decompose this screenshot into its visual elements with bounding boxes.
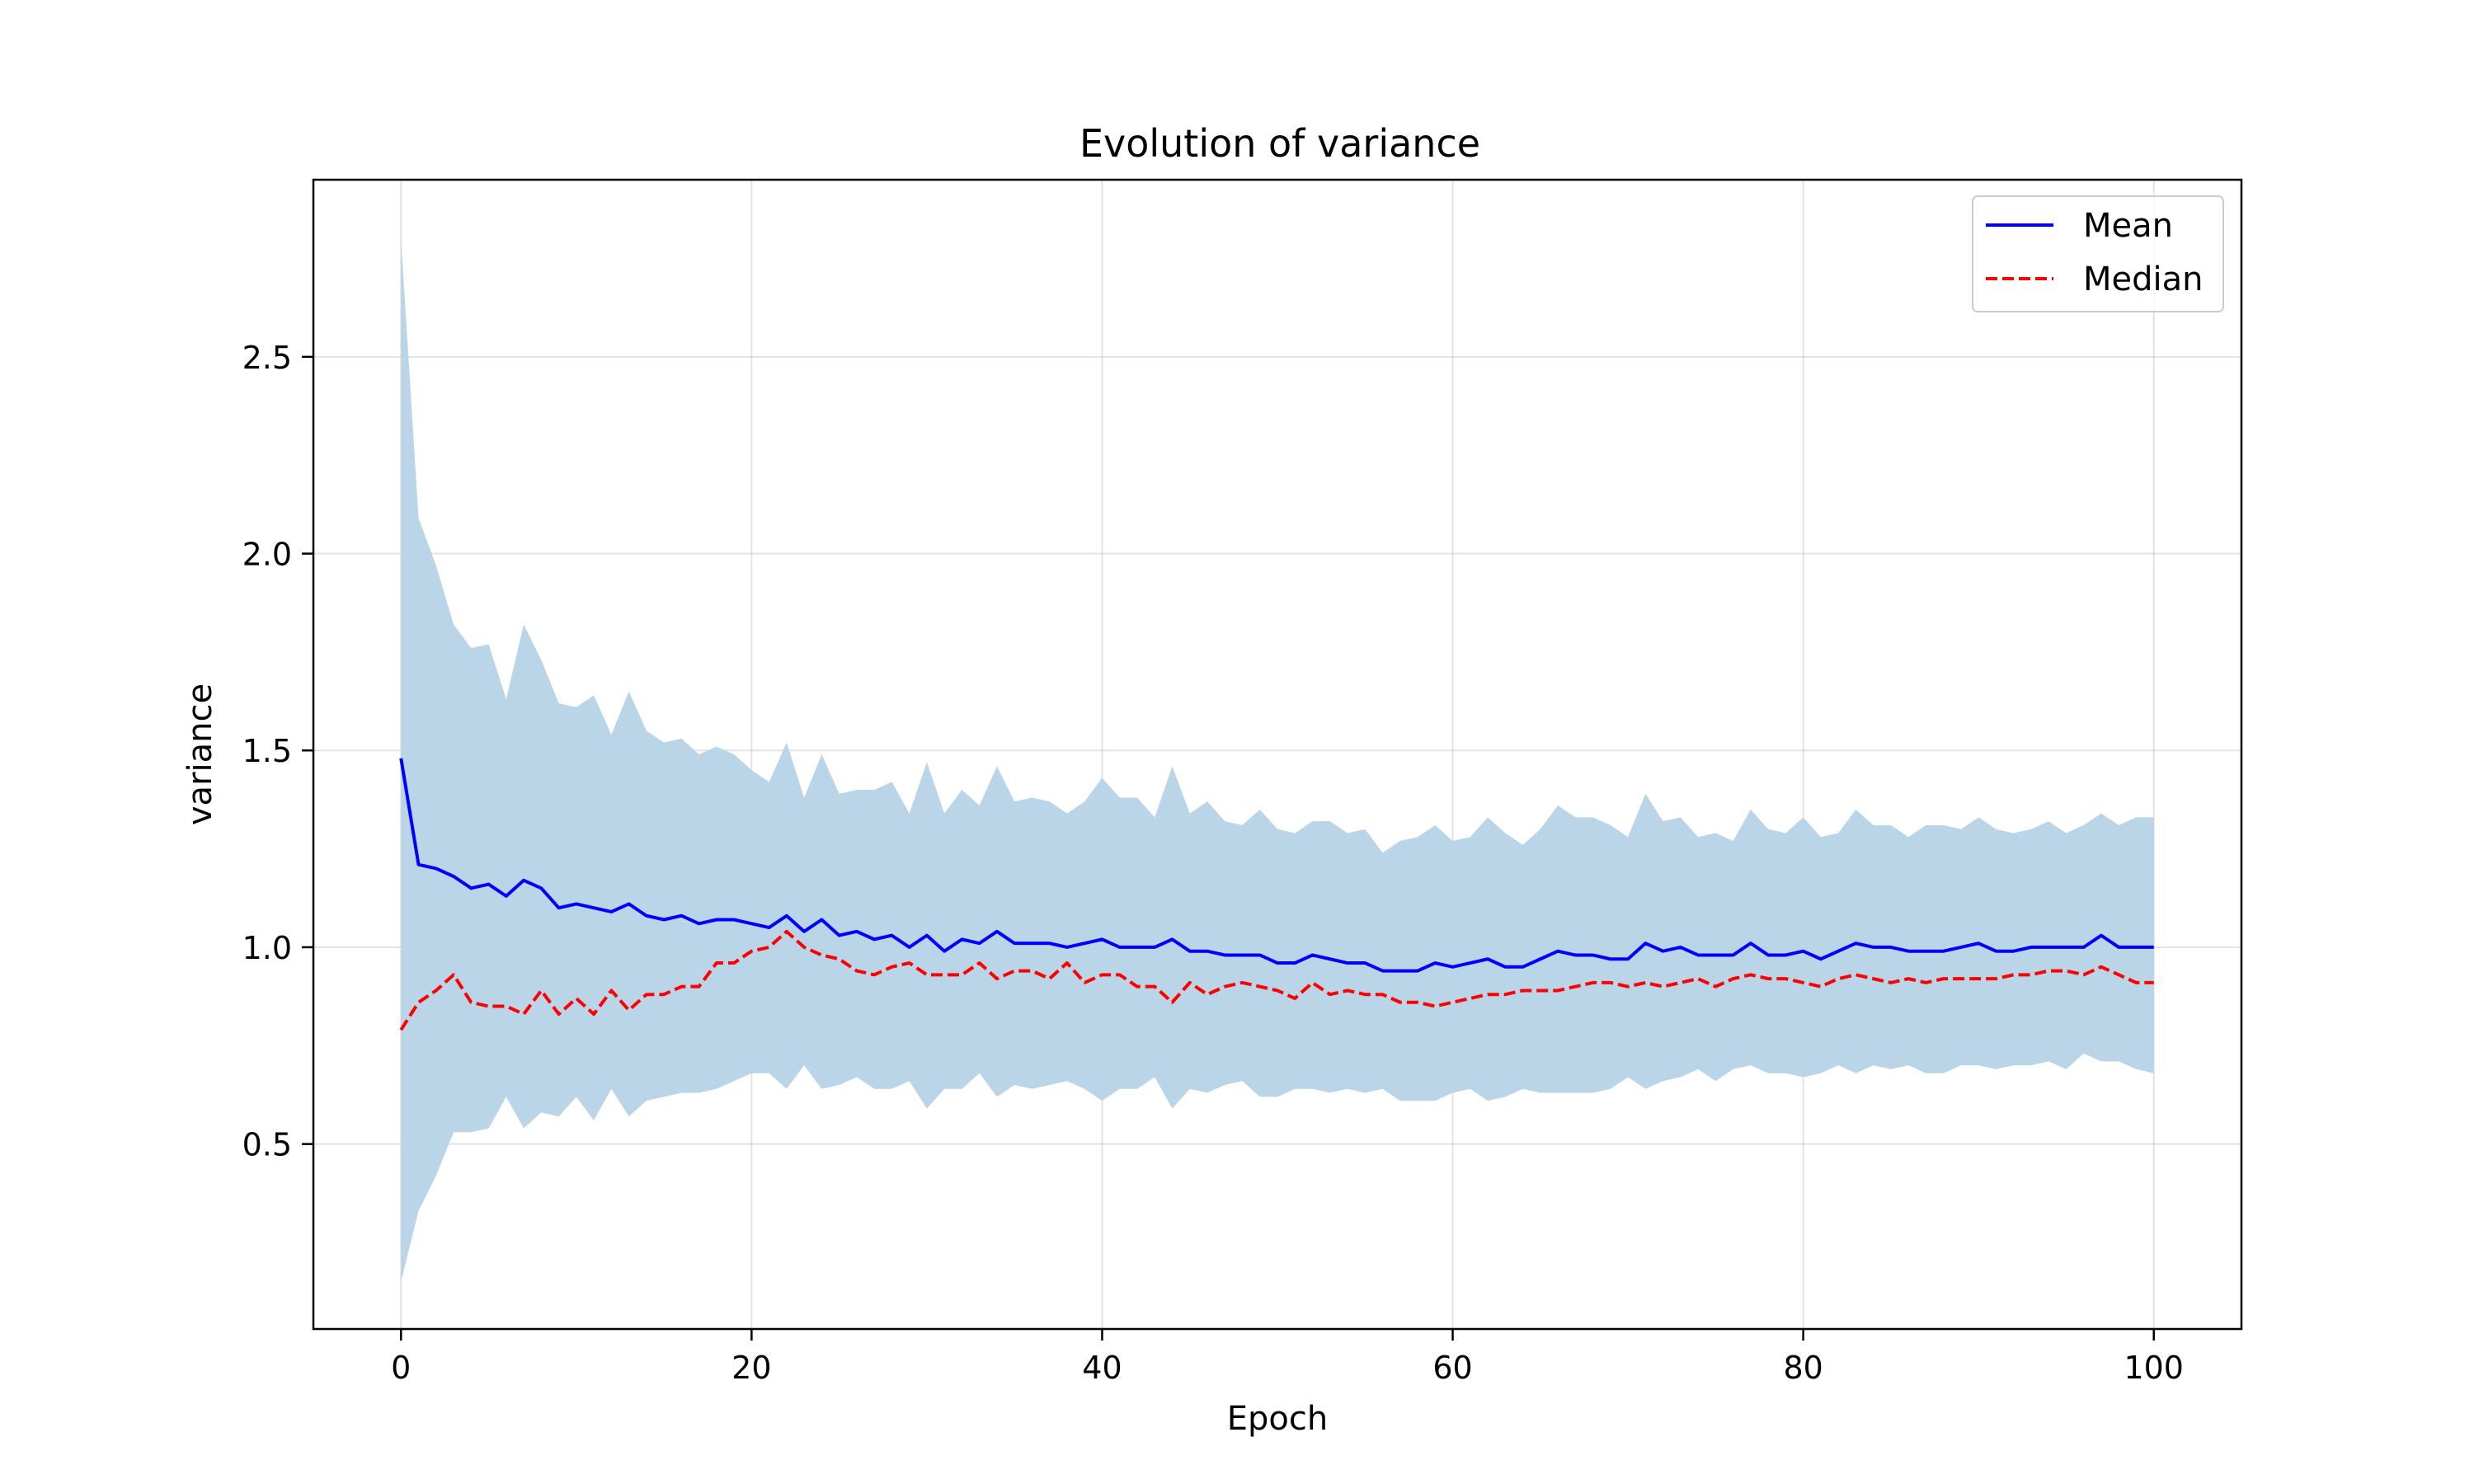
spread-band (401, 238, 2154, 1282)
y-tick-label: 1.0 (242, 930, 292, 966)
mean-line (399, 758, 2154, 973)
x-tick-label: 80 (1783, 1350, 1823, 1386)
legend: Mean Median (1972, 195, 2224, 312)
x-tick-label: 40 (1082, 1350, 1122, 1386)
x-tick-label: 60 (1432, 1350, 1472, 1386)
legend-median-label: Median (2083, 261, 2204, 298)
x-tick-label: 20 (731, 1350, 771, 1386)
y-tick-label: 2.5 (242, 340, 292, 376)
spread-band-layer (401, 238, 2154, 1282)
median-line (399, 929, 2154, 1031)
x-axis-label: Epoch (1227, 1400, 1328, 1438)
plot-frame (312, 178, 2243, 1331)
y-tick-label: 2.0 (242, 537, 292, 573)
y-axis-ticks: 0.5 1.0 1.5 2.0 2.5 (242, 340, 313, 1163)
x-tick-label: 100 (2124, 1350, 2184, 1386)
y-axis-label: variance (181, 683, 219, 825)
x-axis-ticks: 0 20 40 60 80 100 (391, 1329, 2184, 1386)
legend-mean-label: Mean (2083, 207, 2173, 245)
x-tick-label: 0 (391, 1350, 411, 1386)
chart-title: Evolution of variance (1079, 121, 1480, 166)
series-lines-layer (399, 758, 2154, 1031)
y-tick-label: 1.5 (242, 733, 292, 769)
y-tick-label: 0.5 (242, 1127, 292, 1163)
